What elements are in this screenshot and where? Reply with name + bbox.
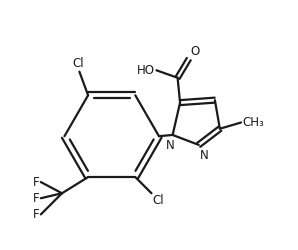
Text: F: F [33, 208, 40, 221]
Text: Cl: Cl [153, 194, 164, 207]
Text: CH₃: CH₃ [242, 116, 264, 129]
Text: O: O [190, 45, 199, 58]
Text: N: N [200, 149, 209, 162]
Text: F: F [33, 192, 40, 205]
Text: N: N [166, 140, 175, 152]
Text: Cl: Cl [72, 57, 84, 70]
Text: HO: HO [137, 64, 155, 77]
Text: F: F [33, 176, 40, 188]
